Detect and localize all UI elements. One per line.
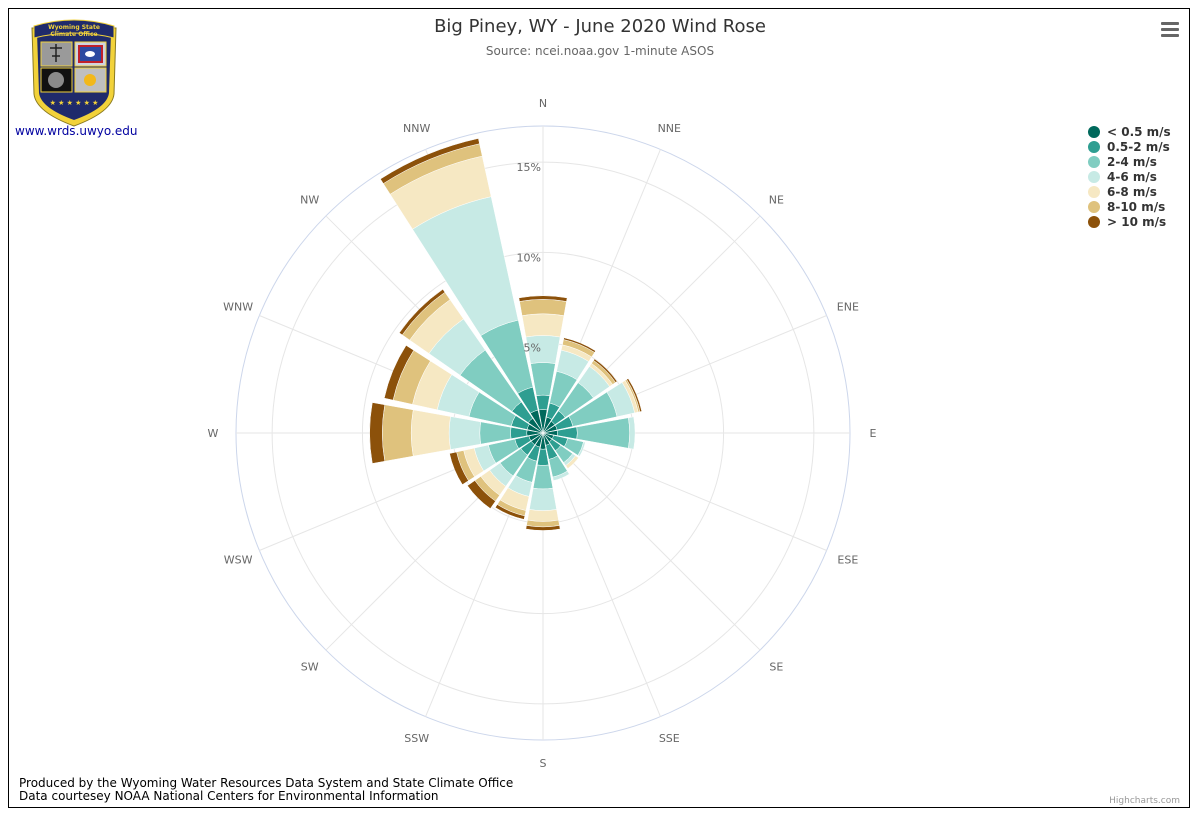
legend-item-1[interactable]: 0.5-2 m/s [1088, 139, 1171, 154]
direction-label-SSW: SSW [404, 732, 429, 745]
bar-SE-series-4[interactable] [565, 455, 579, 469]
bar-S-series-2[interactable] [532, 464, 554, 490]
bar-SW-series-6[interactable] [467, 480, 496, 509]
bar-W-series-4[interactable] [411, 409, 451, 457]
logo-text-line1: Wyoming State [48, 24, 100, 31]
direction-label-NNE: NNE [658, 122, 681, 135]
chart-subtitle: Source: ncei.noaa.gov 1-minute ASOS [485, 44, 715, 58]
bar-ENE-series-6[interactable] [626, 378, 643, 413]
legend-label: < 0.5 m/s [1107, 124, 1171, 139]
direction-label-E: E [870, 427, 877, 440]
bar-W-series-3[interactable] [448, 416, 482, 450]
bar-W-series-5[interactable] [382, 404, 414, 462]
radial-tick-10%: 10% [517, 251, 541, 264]
bar-NE-series-6[interactable] [593, 358, 618, 383]
spoke-ESE [542, 432, 827, 551]
hamburger-icon [1161, 22, 1179, 25]
legend-label: > 10 m/s [1107, 214, 1167, 229]
radial-tick-5%: 5% [524, 342, 541, 355]
chart-title: Big Piney, WY - June 2020 Wind Rose [434, 16, 766, 37]
legend-swatch-icon [1088, 185, 1100, 198]
legend-label: 8-10 m/s [1107, 199, 1166, 214]
legend-swatch-icon [1088, 155, 1100, 168]
footer-line-2: Data courtesey NOAA National Centers for… [19, 789, 439, 803]
climate-office-logo: Wyoming State Climate Office ★ ★ ★ ★ ★ ★ [31, 19, 117, 127]
axis-labels: N NNE NE ENE E ESE SE SSE S SSW SW WSW W WNW NW NNW 5% 10… [208, 97, 877, 770]
direction-label-SE: SE [769, 660, 783, 673]
direction-label-NE: NE [769, 194, 784, 207]
bar-WSW-series-6[interactable] [449, 451, 469, 485]
bar-S-series-3[interactable] [529, 487, 557, 511]
direction-label-ESE: ESE [837, 553, 858, 566]
bar-S-series-4[interactable] [527, 509, 559, 522]
legend-label: 6-8 m/s [1107, 184, 1157, 199]
direction-label-W: W [208, 427, 219, 440]
legend-swatch-icon [1088, 140, 1100, 153]
direction-label-WNW: WNW [223, 301, 253, 314]
legend-label: 2-4 m/s [1107, 154, 1157, 169]
legend-item-3[interactable]: 4-6 m/s [1088, 169, 1171, 184]
footer-line-1: Produced by the Wyoming Water Resources … [19, 776, 514, 790]
legend-item-5[interactable]: 8-10 m/s [1088, 199, 1171, 214]
bar-N-series-4[interactable] [521, 313, 565, 338]
legend-item-4[interactable]: 6-8 m/s [1088, 184, 1171, 199]
logo-text-line2: Climate Office [50, 31, 97, 38]
wind-rose-bars [369, 138, 643, 531]
highcharts-credits[interactable]: Highcharts.com [1109, 796, 1180, 806]
legend-item-6[interactable]: > 10 m/s [1088, 214, 1171, 229]
chart-context-menu-button[interactable] [1158, 20, 1182, 40]
legend-item-2[interactable]: 2-4 m/s [1088, 154, 1171, 169]
legend-swatch-icon [1088, 200, 1100, 213]
legend-swatch-icon [1088, 125, 1100, 138]
bar-SSE-series-3[interactable] [552, 470, 570, 481]
legend-swatch-icon [1088, 170, 1100, 183]
direction-label-WSW: WSW [224, 553, 253, 566]
bar-N-series-5[interactable] [519, 299, 567, 316]
legend-label: 4-6 m/s [1107, 169, 1157, 184]
direction-label-S: S [540, 757, 547, 770]
bar-W-series-6[interactable] [369, 402, 386, 464]
bar-W-series-2[interactable] [479, 421, 512, 445]
bar-NNE-series-6[interactable] [563, 337, 596, 353]
legend-swatch-icon [1088, 215, 1100, 228]
bar-N-series-2[interactable] [530, 362, 556, 396]
wrds-website-link[interactable]: www.wrds.uwyo.edu [15, 124, 138, 138]
radial-tick-15%: 15% [517, 161, 541, 174]
bar-NNW-series-6[interactable] [380, 138, 480, 184]
legend-label: 0.5-2 m/s [1107, 139, 1170, 154]
bar-N-series-1[interactable] [536, 394, 550, 411]
chart-legend: < 0.5 m/s 0.5-2 m/s 2-4 m/s 4-6 m/s 6-8 m/s 8… [1088, 124, 1171, 229]
direction-label-N: N [539, 97, 547, 110]
direction-label-SSE: SSE [659, 732, 680, 745]
bar-SSW-series-6[interactable] [494, 504, 526, 520]
bar-WNW-series-6[interactable] [383, 345, 415, 401]
direction-label-NNW: NNW [403, 122, 430, 135]
bar-E-series-3[interactable] [628, 416, 636, 450]
direction-label-SW: SW [301, 660, 319, 673]
direction-label-ENE: ENE [837, 301, 859, 314]
bar-S-series-6[interactable] [525, 525, 561, 531]
direction-label-NW: NW [300, 194, 319, 207]
spoke-SE [542, 432, 761, 651]
bar-NW-series-6[interactable] [398, 288, 446, 336]
spoke-SSE [542, 432, 661, 717]
bar-N-series-6[interactable] [518, 295, 568, 302]
bar-ESE-series-3[interactable] [577, 441, 586, 457]
chart-footer: Produced by the Wyoming Water Resources … [19, 777, 513, 803]
legend-item-0[interactable]: < 0.5 m/s [1088, 124, 1171, 139]
svg-text:★ ★ ★ ★ ★ ★: ★ ★ ★ ★ ★ ★ [50, 99, 99, 107]
